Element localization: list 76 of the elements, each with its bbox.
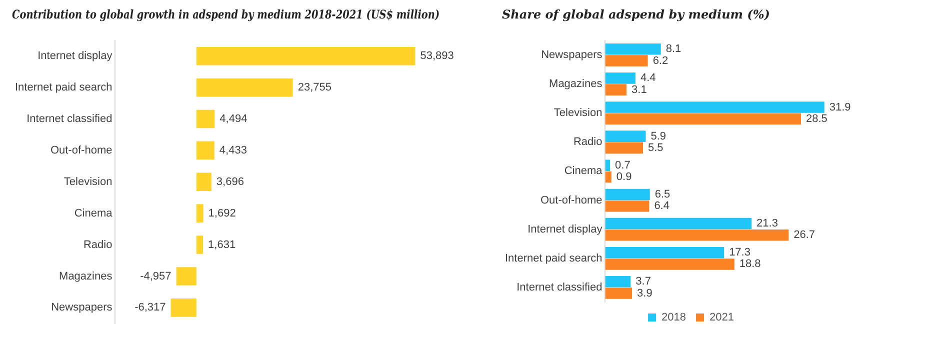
- y-tick-label: Cinema: [74, 207, 114, 220]
- data-label: 3.1: [632, 84, 647, 96]
- y-tick-label: Radio: [573, 136, 602, 148]
- bar: [196, 172, 212, 192]
- data-label: 31.9: [829, 101, 851, 114]
- y-tick-label: Radio: [83, 238, 112, 251]
- data-label: 6.5: [654, 188, 670, 200]
- y-tick-label: Internet classified: [516, 282, 602, 294]
- data-label: 4,494: [220, 113, 248, 126]
- bar: [170, 298, 196, 317]
- bar: [605, 160, 610, 172]
- data-label: -4,957: [140, 270, 172, 282]
- y-tick-label: Television: [64, 176, 112, 188]
- bar: [605, 188, 650, 200]
- bar: [605, 171, 612, 183]
- data-label: 0.9: [616, 171, 632, 184]
- y-tick-label: Television: [554, 107, 602, 120]
- data-label: 0.7: [615, 159, 630, 172]
- bar: [196, 236, 204, 254]
- y-tick-label: Internet classified: [26, 113, 112, 126]
- bar: [605, 230, 789, 241]
- bar: [196, 110, 215, 128]
- y-tick-label: Magazines: [59, 270, 113, 282]
- bar: [196, 204, 204, 222]
- bar: [605, 84, 627, 96]
- bar: [605, 288, 632, 299]
- bar: [196, 141, 214, 160]
- y-tick-label: Internet display: [38, 50, 113, 62]
- bar: [176, 267, 196, 286]
- y-tick-label: Newspapers: [541, 48, 603, 61]
- data-label: 5.5: [648, 142, 664, 154]
- bar: [605, 218, 752, 230]
- chart-title: Contribution to global growth in adspend by medium 2018-2021 (US$ million): [12, 7, 440, 22]
- data-label: 17.3: [729, 246, 750, 259]
- data-label: 5.9: [650, 130, 666, 142]
- legend-label: 2018: [662, 312, 686, 324]
- data-label: 8.1: [666, 43, 682, 56]
- data-label: 6.4: [654, 200, 670, 212]
- y-tick-label: Internet paid search: [14, 82, 112, 94]
- bar: [605, 43, 661, 55]
- data-label: 23,755: [298, 82, 332, 94]
- data-label: -6,317: [134, 302, 166, 314]
- data-label: 26.7: [794, 229, 816, 242]
- data-label: 1,692: [208, 207, 236, 220]
- data-label: 3.7: [636, 276, 651, 288]
- bar: [605, 246, 724, 258]
- y-tick-label: Magazines: [549, 78, 603, 90]
- bar: [605, 113, 802, 125]
- data-label: 4.4: [640, 72, 656, 84]
- chart-title: Share of global adspend by medium (%): [502, 7, 770, 22]
- data-label: 3.9: [637, 287, 652, 300]
- y-tick-label: Out-of-home: [50, 144, 112, 156]
- y-tick-label: Out-of-home: [540, 194, 602, 206]
- data-label: 28.5: [806, 112, 828, 125]
- y-tick-label: Internet display: [528, 223, 603, 236]
- bar: [196, 46, 416, 66]
- bar: [605, 200, 650, 212]
- data-label: 21.3: [756, 218, 778, 230]
- bar: [605, 258, 734, 270]
- legend-label: 2021: [710, 312, 734, 324]
- bar: [605, 142, 644, 154]
- data-label: 4,433: [219, 144, 247, 156]
- bar: [605, 55, 648, 66]
- bar: [196, 78, 293, 97]
- y-tick-label: Cinema: [564, 165, 604, 178]
- bar: [605, 72, 636, 84]
- bar: [605, 276, 631, 288]
- bar: [605, 130, 646, 142]
- data-label: 18.8: [739, 258, 761, 270]
- y-tick-label: Internet paid search: [504, 252, 602, 264]
- data-label: 6.2: [652, 54, 668, 67]
- data-label: 53,893: [420, 50, 454, 62]
- y-tick-label: Newspapers: [51, 302, 113, 314]
- data-label: 1,631: [208, 238, 236, 251]
- data-label: 3,696: [216, 176, 244, 188]
- bar: [605, 102, 824, 113]
